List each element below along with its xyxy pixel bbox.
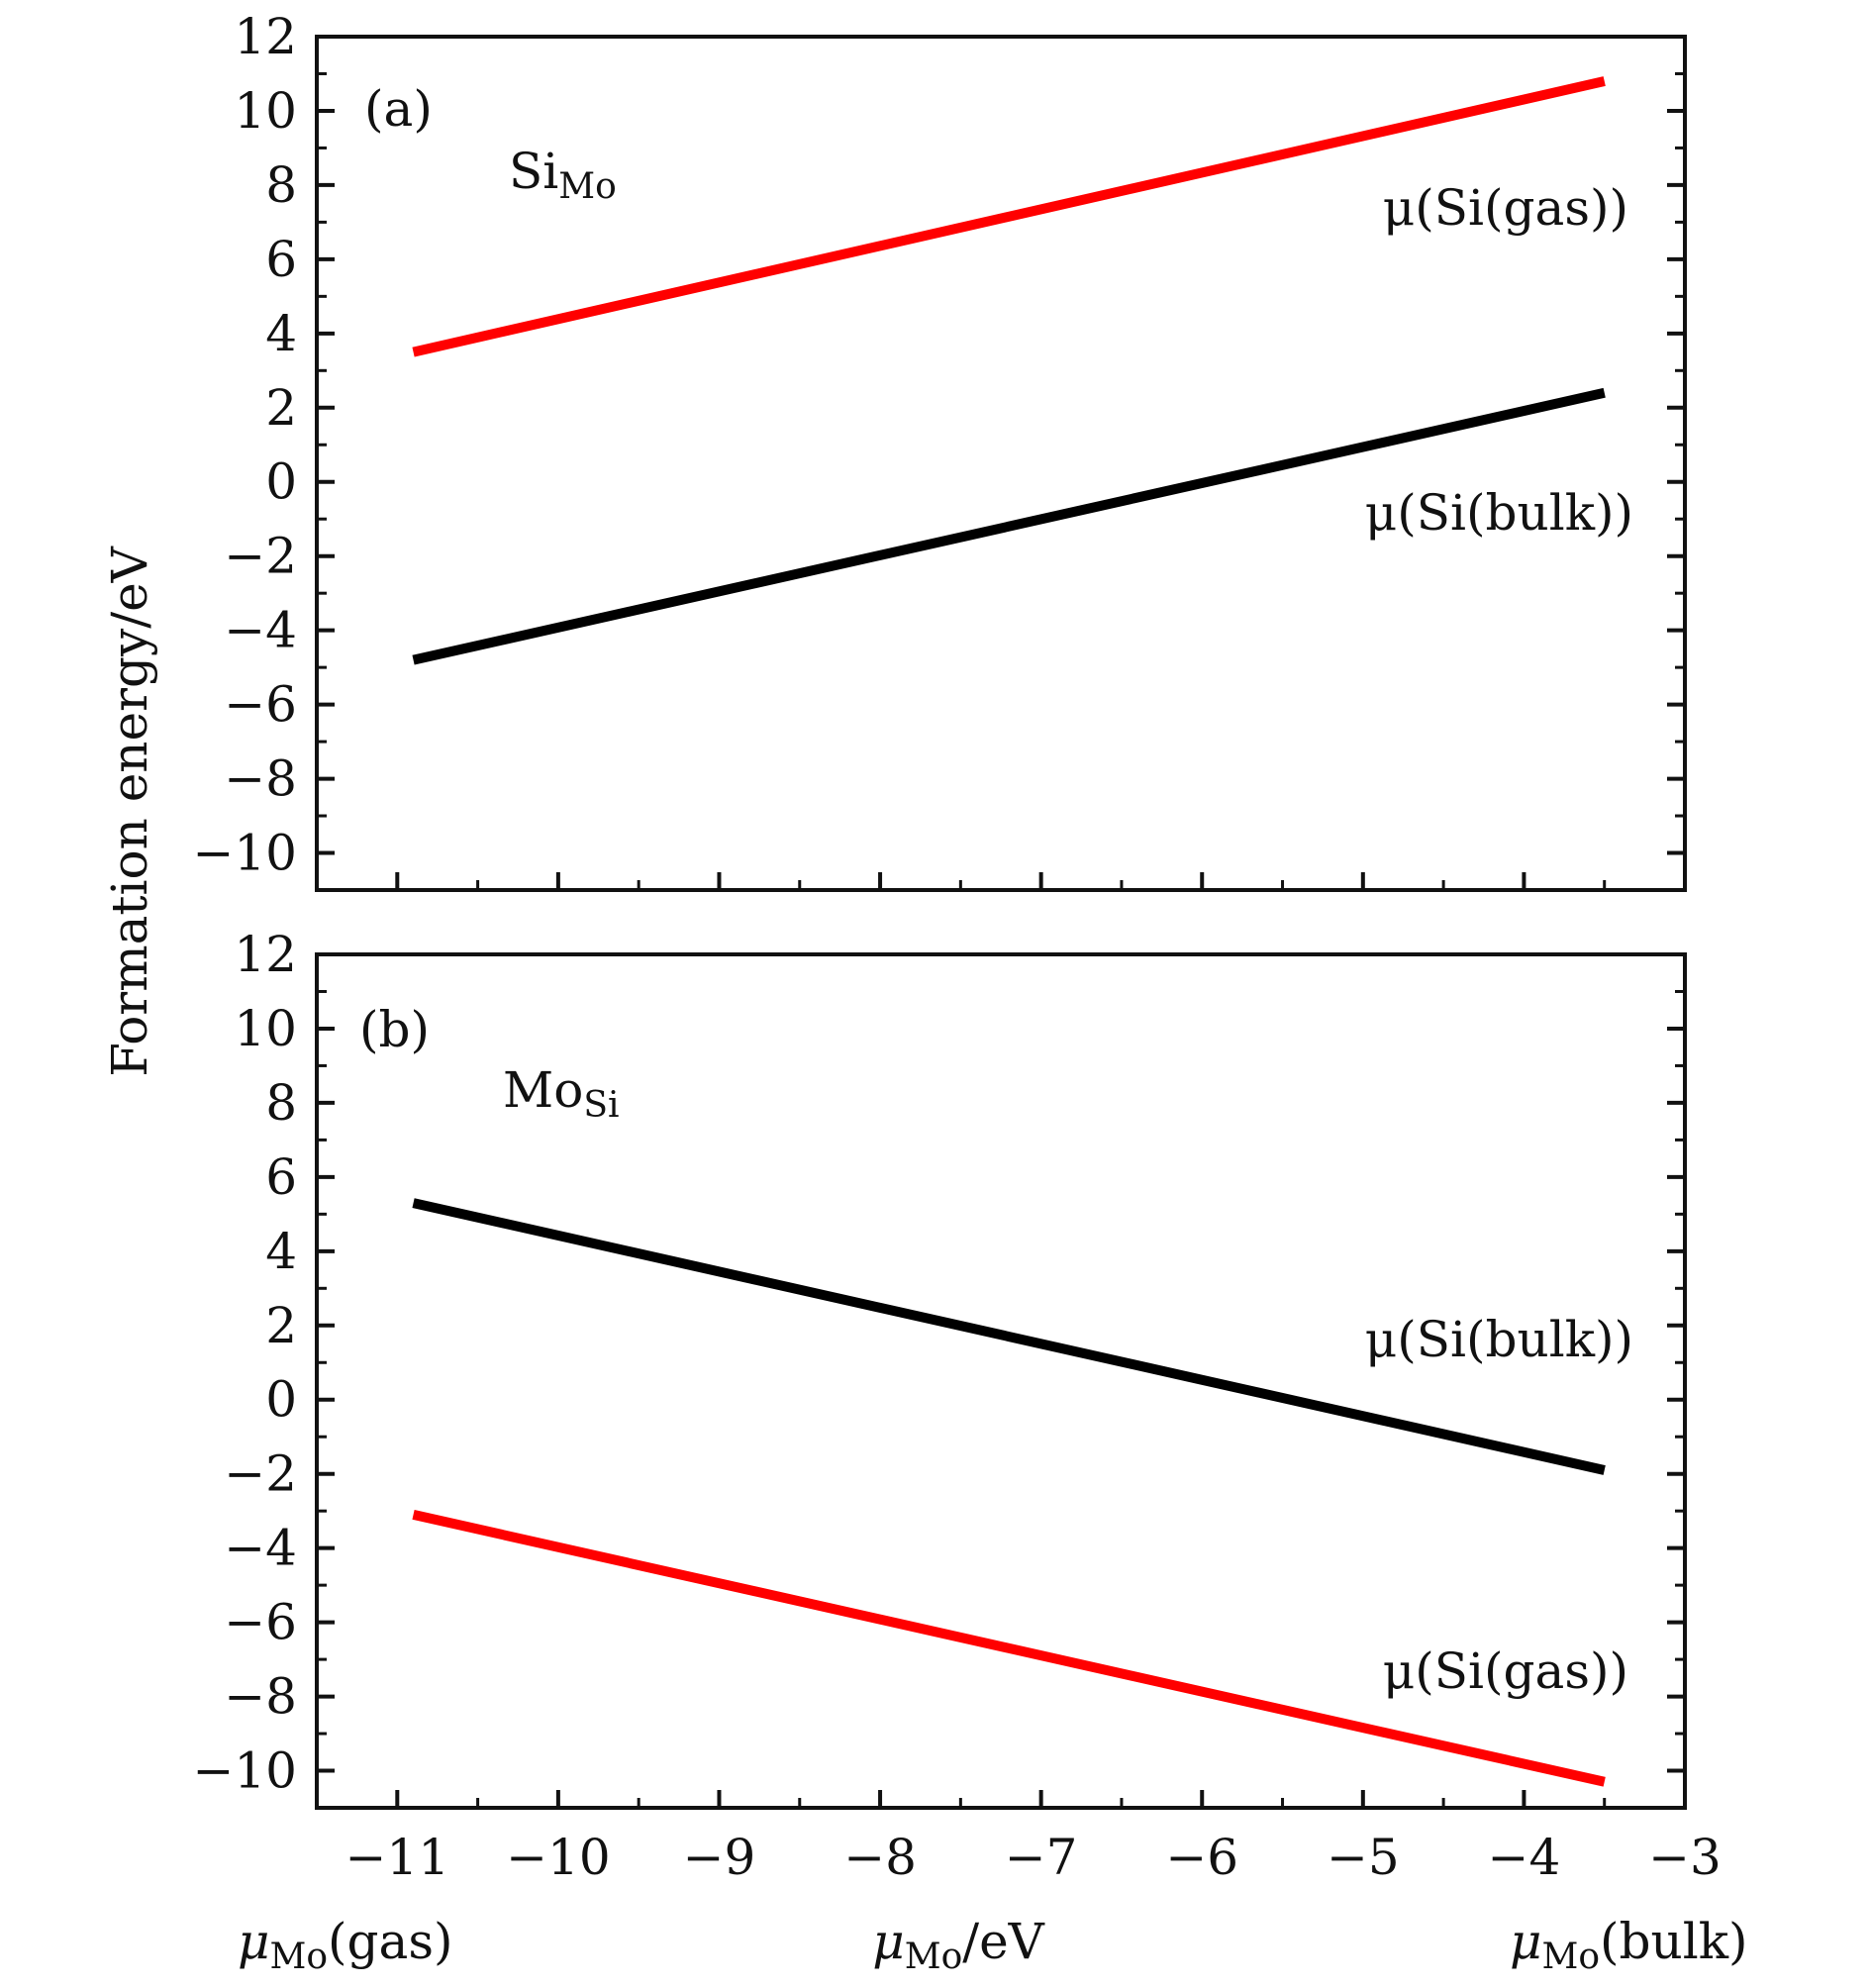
y-tick-label: 4 <box>265 1223 297 1280</box>
series-line-bulk <box>412 387 1606 665</box>
y-tick-label: 8 <box>265 1074 297 1132</box>
panel-b-defect-label: MoSi <box>503 1061 620 1126</box>
panel-a-series <box>412 76 1606 665</box>
x-tick-labels: −11 −10 −9 −8 −7 −6 −5 −4 −3 <box>345 1829 1722 1886</box>
y-tick-label: 6 <box>265 1148 297 1206</box>
y-tick-label: 0 <box>265 453 297 511</box>
panel-b-bulk-label: μ(Si(bulk)) <box>1365 1311 1633 1368</box>
y-tick-label: 12 <box>234 8 297 65</box>
panel-b-y-ticks: 12 10 8 6 4 2 0 −2 −4 −6 −8 −10 <box>192 926 1685 1810</box>
panel-b-series <box>412 1198 1606 1787</box>
y-tick-label: −8 <box>224 1668 297 1726</box>
panel-b-label: (b) <box>359 1001 430 1058</box>
x-tick-label: −3 <box>1648 1829 1722 1886</box>
x-tick-label: −10 <box>506 1829 611 1886</box>
y-tick-label: −4 <box>224 602 297 659</box>
y-tick-label: −2 <box>224 1445 297 1503</box>
y-axis-title: Formation energy/eV <box>101 546 158 1076</box>
y-tick-label: 2 <box>265 379 297 437</box>
panel-b-gas-label: μ(Si(gas)) <box>1383 1642 1628 1700</box>
y-tick-label: 10 <box>234 1000 297 1057</box>
y-tick-label: 4 <box>265 305 297 362</box>
y-tick-label: 12 <box>234 926 297 983</box>
panel-a-label: (a) <box>364 80 433 138</box>
panel-a: 12 10 8 6 4 2 0 −2 −4 −6 −8 −10 (a) SiMo μ(Si(gas))… <box>192 8 1687 892</box>
x-axis-right-label: μMo(bulk) <box>1510 1913 1748 1977</box>
x-tick-label: −8 <box>843 1829 917 1886</box>
y-tick-label: 6 <box>265 231 297 288</box>
y-tick-label: −2 <box>224 528 297 585</box>
panel-b: 12 10 8 6 4 2 0 −2 −4 −6 −8 −10 (b) MoSi μ(Si(bulk)… <box>192 926 1687 1810</box>
x-tick-label: −11 <box>345 1829 450 1886</box>
y-tick-label: −4 <box>224 1520 297 1577</box>
y-tick-label: −8 <box>224 750 297 808</box>
x-axis-title: μMo/eV <box>872 1913 1044 1977</box>
x-tick-label: −6 <box>1165 1829 1238 1886</box>
y-tick-label: −6 <box>224 1594 297 1651</box>
y-tick-label: 10 <box>234 82 297 140</box>
y-tick-label: 8 <box>265 156 297 214</box>
y-tick-label: −10 <box>192 825 297 882</box>
y-tick-label: 2 <box>265 1297 297 1354</box>
x-tick-label: −4 <box>1488 1829 1561 1886</box>
x-tick-label: −7 <box>1005 1829 1078 1886</box>
series-line-bulk <box>412 1198 1606 1475</box>
x-tick-label: −9 <box>683 1829 756 1886</box>
panel-a-gas-label: μ(Si(gas)) <box>1383 179 1628 237</box>
panel-a-bulk-label: μ(Si(bulk)) <box>1365 484 1633 542</box>
x-tick-label: −5 <box>1327 1829 1400 1886</box>
panel-b-x-ticks <box>315 1790 1687 1808</box>
y-tick-label: −10 <box>192 1742 297 1800</box>
y-tick-label: 0 <box>265 1371 297 1429</box>
panel-a-x-ticks <box>315 872 1687 890</box>
y-tick-label: −6 <box>224 676 297 734</box>
panel-a-frame <box>315 35 1687 892</box>
panel-a-y-ticks: 12 10 8 6 4 2 0 −2 −4 −6 −8 −10 <box>192 8 1685 892</box>
series-line-gas <box>412 1510 1606 1787</box>
panel-b-frame <box>315 952 1687 1810</box>
panel-a-defect-label: SiMo <box>509 143 617 207</box>
x-axis-left-label: μMo(gas) <box>238 1913 453 1977</box>
series-line-gas <box>412 76 1606 357</box>
